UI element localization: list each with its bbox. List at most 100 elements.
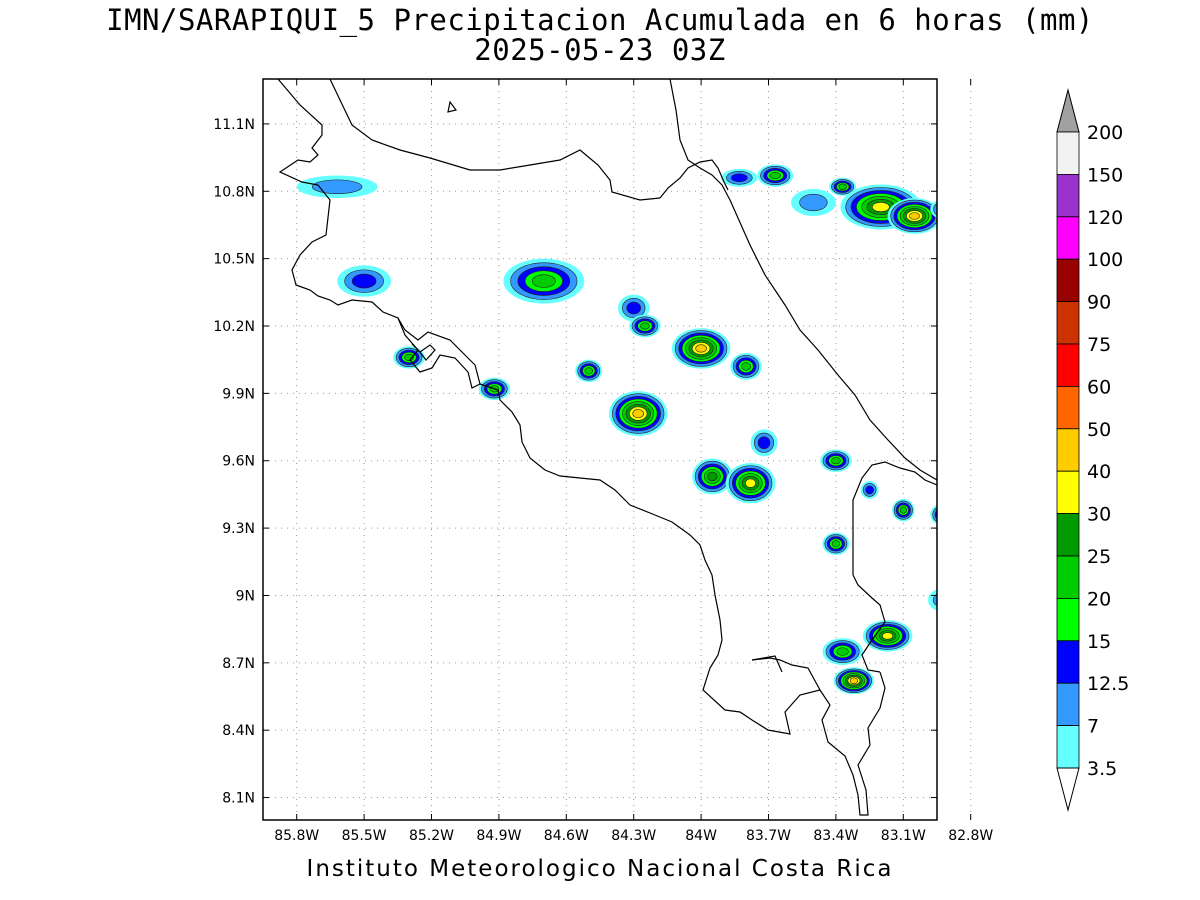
y-tick-label: 10.8N (213, 184, 255, 200)
precip-cell (833, 667, 875, 695)
precip-contour-30 (745, 478, 757, 488)
colorbar-label: 30 (1087, 504, 1111, 526)
axis-ticks: 85.8W 85.5W 85.2W 84.9W 84.6W 84.3W 84W 83.7W 83… (213, 79, 993, 844)
colorbar-label: 120 (1087, 207, 1123, 229)
y-tick-label: 9.3N (222, 521, 255, 537)
precip-cell (503, 258, 585, 304)
x-tick-label: 84.3W (611, 828, 656, 844)
precip-cell (750, 429, 778, 457)
precip-contour-7 (974, 223, 990, 236)
precip-contour-12.5 (977, 225, 987, 233)
colorbar-swatch (1056, 513, 1080, 557)
y-tick-label: 10.5N (213, 252, 255, 268)
colorbar: 200 150 120 100 90 75 60 50 40 30 25 20 15 12.5 7 3.5 (1056, 88, 1129, 812)
precip-cell (862, 620, 913, 652)
y-tick-label: 8.1N (222, 791, 255, 807)
colorbar-label: 20 (1087, 588, 1111, 610)
precip-cell (822, 532, 850, 556)
colorbar-top-arrow (1056, 88, 1080, 133)
precip-cell (892, 498, 915, 522)
precip-contour-12.5 (936, 206, 937, 212)
precip-contour-3.5 (971, 220, 993, 238)
y-tick-label: 8.7N (222, 656, 255, 672)
panama-coast (852, 574, 886, 673)
precip-cell (860, 480, 879, 499)
precip-contour-7 (960, 528, 982, 546)
y-tick-label: 8.4N (222, 723, 255, 739)
precip-cell (829, 177, 857, 196)
precip-cell (822, 638, 863, 666)
nicoya-gulf-outline (397, 317, 481, 385)
footer-credit: Instituto Meteorologico Nacional Costa R… (306, 856, 894, 882)
precip-contour-40 (695, 344, 707, 353)
precip-contour-20 (967, 534, 975, 540)
precip-contour-12.5 (865, 485, 874, 495)
precip-contour-40 (909, 212, 920, 220)
precip-contour-20 (741, 362, 751, 371)
precip-contour-3.5 (993, 548, 1015, 566)
caribbean-coastline (669, 79, 937, 481)
precip-contour-12.5 (351, 273, 377, 289)
precip-cell (971, 220, 993, 238)
coastline-borders (277, 79, 937, 816)
colorbar-swatch (1056, 131, 1080, 175)
colorbar-swatch (1056, 301, 1080, 345)
precip-contour-3.5 (928, 589, 937, 611)
x-tick-label: 84.6W (544, 828, 589, 844)
precip-cell (692, 458, 733, 495)
precip-contour-15 (964, 532, 977, 542)
colorbar-label: 200 (1087, 122, 1123, 144)
colorbar-swatch (1056, 555, 1080, 599)
precip-cell (730, 352, 762, 380)
island (447, 100, 458, 113)
precip-cell (337, 265, 392, 297)
precip-contour-12.5 (626, 301, 641, 315)
precip-cell (930, 200, 953, 218)
x-tick-label: 84W (685, 828, 717, 844)
colorbar-label: 25 (1087, 546, 1111, 568)
precip-contour-20 (584, 367, 593, 375)
precip-contour-12.5 (962, 530, 979, 544)
precip-cell (887, 198, 937, 234)
precip-cell (296, 175, 378, 199)
precip-cell (790, 189, 836, 216)
precip-contour-30 (872, 201, 890, 213)
colorbar-swatch (1056, 173, 1080, 218)
precip-cell (930, 504, 937, 525)
precip-contour-20 (838, 183, 847, 191)
colorbar-label: 40 (1087, 461, 1111, 483)
precip-contour-20 (831, 457, 841, 465)
colorbar-label: 7 (1087, 716, 1099, 738)
colorbar-label: 3.5 (1087, 758, 1117, 780)
nicaragua-border (659, 159, 729, 199)
colorbar-label: 90 (1087, 292, 1111, 314)
colorbar-label: 12.5 (1087, 673, 1129, 695)
colorbar-swatch (1056, 428, 1080, 472)
precip-contour-40 (849, 677, 858, 685)
x-tick-label: 83.1W (881, 828, 926, 844)
osa-coastline (819, 671, 886, 816)
precip-cell (608, 391, 668, 437)
y-tick-label: 11.1N (213, 117, 255, 133)
precip-contour-20 (943, 206, 953, 212)
map-title: IMN/SARAPIQUI_5 Precipitacion Acumulada … (106, 3, 1094, 37)
precip-contour-25 (707, 471, 718, 482)
precip-cell (993, 548, 1015, 566)
precip-cell (629, 314, 661, 338)
precip-contour-40 (632, 409, 644, 419)
colorbar-swatch (1056, 343, 1080, 387)
x-tick-label: 84.9W (476, 828, 521, 844)
colorbar-swatch (1056, 470, 1080, 515)
precip-cell (393, 346, 425, 369)
panama-border (852, 461, 937, 575)
colorbar-swatch (1056, 258, 1080, 303)
colorbar-label: 60 (1087, 376, 1111, 398)
precip-contour-7 (311, 179, 363, 194)
precip-cell (928, 589, 937, 611)
precip-cell (671, 328, 731, 369)
colorbar-bottom-arrow (1056, 767, 1080, 812)
colorbar-label: 150 (1087, 164, 1123, 186)
x-tick-label: 82.8W (948, 828, 993, 844)
precip-contour-7 (799, 193, 828, 212)
